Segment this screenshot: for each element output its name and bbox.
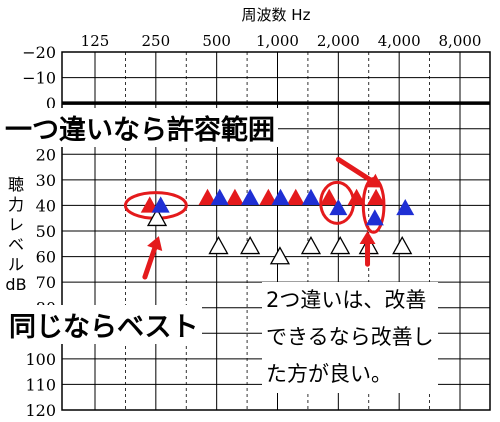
blue-triangle-marker — [241, 188, 260, 205]
y-tick-label: −20 — [22, 43, 56, 62]
red-triangle-marker — [259, 188, 278, 205]
blue-triangle-marker — [301, 188, 320, 205]
red-triangle-marker — [225, 188, 244, 205]
y-axis-label-char: ル — [8, 255, 24, 274]
red-triangle-marker — [347, 188, 366, 205]
y-tick-label: 40 — [36, 196, 56, 215]
axes: −20−100102030405060708090100110120125250… — [5, 6, 481, 420]
y-axis-label-char: レ — [8, 215, 24, 234]
blue-triangle-marker — [271, 188, 290, 205]
outline-triangle-marker — [269, 246, 291, 265]
y-tick-label: 60 — [36, 248, 56, 267]
red-triangle-marker — [367, 188, 386, 205]
y-tick-label: 120 — [25, 401, 56, 420]
annotation-same-best: 同じならベスト — [6, 305, 202, 344]
red-triangle-marker — [286, 188, 305, 205]
x-tick-label: 125 — [81, 32, 110, 50]
annotation-one-step: 一つ違いなら許容範囲 — [2, 108, 278, 147]
chart-title: 周波数 Hz — [242, 6, 311, 24]
blue-triangle-marker — [210, 188, 229, 205]
arrow-head — [147, 236, 163, 252]
y-axis-label-char: 力 — [8, 195, 24, 214]
x-tick-label: 8,000 — [439, 32, 482, 50]
x-tick-label: 500 — [202, 32, 231, 50]
y-axis-label-char: ベ — [8, 235, 24, 254]
outline-triangle-marker — [240, 236, 261, 255]
blue-triangle-marker — [329, 198, 348, 216]
x-tick-label: 4,000 — [378, 32, 421, 50]
arrow-head — [366, 173, 383, 188]
blue-triangle-marker — [365, 209, 384, 226]
y-tick-label: 110 — [25, 375, 56, 394]
y-tick-label: −10 — [22, 69, 56, 88]
outline-triangle-marker — [392, 236, 413, 255]
y-axis-label-char: dB — [5, 275, 26, 294]
red-triangle-marker — [320, 188, 339, 205]
x-tick-label: 1,000 — [256, 32, 299, 50]
outline-triangle-marker — [208, 236, 229, 255]
x-tick-label: 250 — [142, 32, 171, 50]
annotation-two-step: 2つ違いは、改善 できるなら改善し た方が良い。 — [262, 282, 438, 393]
outline-triangle-marker — [146, 207, 168, 227]
annotation-arrows — [142, 156, 383, 280]
x-tick-label: 2,000 — [317, 32, 360, 50]
blue-triangle-marker — [151, 196, 170, 213]
y-axis-label-char: 聴 — [8, 175, 24, 194]
y-tick-label: 100 — [25, 350, 56, 369]
arrow-shaft — [335, 156, 374, 184]
outline-triangle-marker — [300, 236, 322, 255]
arrow-head — [359, 231, 376, 244]
y-tick-label: 50 — [36, 222, 56, 241]
outline-triangle-marker — [330, 236, 351, 255]
y-tick-label: 30 — [36, 171, 56, 190]
blue-triangle-marker — [396, 198, 415, 216]
red-triangle-marker — [198, 188, 217, 205]
arrow-shaft — [142, 245, 158, 280]
y-tick-label: 0 — [46, 94, 56, 113]
y-tick-label: 20 — [36, 145, 56, 164]
y-tick-label: 70 — [36, 273, 56, 292]
